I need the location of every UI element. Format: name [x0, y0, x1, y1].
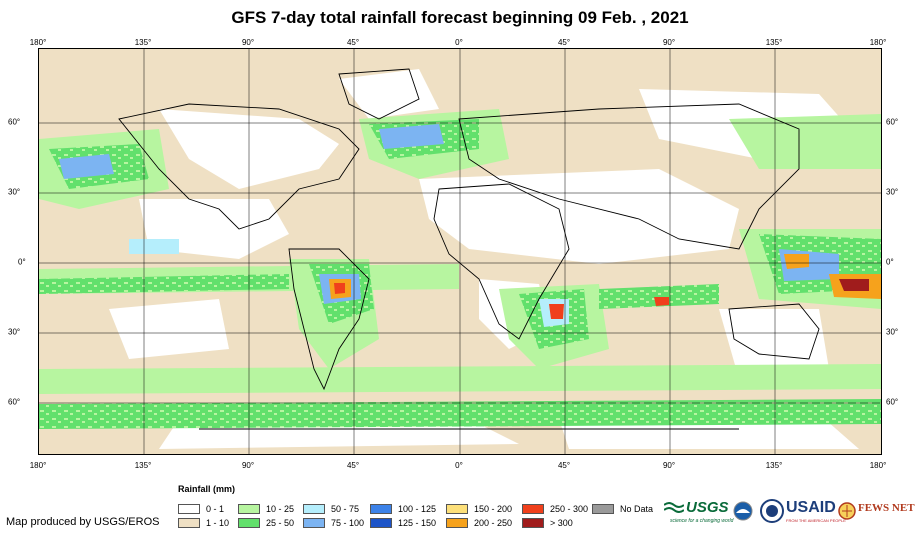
graticule	[39, 49, 881, 454]
legend-label: 125 - 150	[398, 518, 437, 528]
lon-tick-bottom: 0°	[455, 461, 463, 470]
lon-tick-bottom: 45°	[557, 461, 571, 470]
legend-swatch	[592, 504, 614, 514]
legend-label: 100 - 125	[398, 504, 437, 514]
lon-tick-top: 90°	[662, 38, 676, 47]
legend-label: 150 - 200	[474, 504, 513, 514]
lon-tick-top: 135°	[134, 38, 152, 47]
legend-swatch	[178, 518, 200, 528]
usgs-text: USGS	[686, 499, 729, 516]
legend-label: > 300	[550, 518, 573, 528]
fewsnet-text: FEWS NET	[858, 502, 915, 514]
lon-tick-top: 45°	[557, 38, 571, 47]
legend-swatch	[522, 504, 544, 514]
usgs-tagline: science for a changing world	[670, 518, 734, 524]
legend-swatch	[238, 518, 260, 528]
usgs-logo: USGS science for a changing world	[664, 497, 734, 529]
legend-label: 200 - 250	[474, 518, 513, 528]
lat-tick-right: 30°	[886, 327, 899, 337]
map-credit: Map produced by USGS/EROS	[6, 516, 160, 528]
legend-swatch	[238, 504, 260, 514]
legend-swatch	[446, 518, 468, 528]
usaid-text: USAID	[786, 499, 836, 516]
usaid-logo: USAID FROM THE AMERICAN PEOPLE	[760, 497, 846, 529]
lat-tick-left: 30°	[8, 327, 21, 337]
legend-swatch	[522, 518, 544, 528]
legend-label: 50 - 75	[331, 504, 360, 514]
legend-label: 0 - 1	[206, 504, 225, 514]
lon-tick-top: 180°	[869, 38, 887, 47]
noaa-icon	[733, 501, 753, 521]
legend-swatch	[303, 504, 325, 514]
rain-heavy-areas	[329, 254, 881, 319]
map-title: GFS 7-day total rainfall forecast beginn…	[231, 8, 689, 27]
lat-tick-left: 60°	[8, 397, 21, 407]
lon-tick-bottom: 135°	[765, 461, 783, 470]
lon-tick-top: 90°	[241, 38, 255, 47]
lat-tick-right: 60°	[886, 117, 899, 127]
legend-swatch	[303, 518, 325, 528]
legend-label: 10 - 25	[266, 504, 295, 514]
fewsnet-globe-icon	[838, 502, 856, 520]
usaid-tagline: FROM THE AMERICAN PEOPLE	[786, 518, 846, 523]
legend-label: 75 - 100	[331, 518, 365, 528]
fewsnet-logo: FEWS NET	[838, 497, 916, 529]
rainfall-map	[38, 48, 882, 455]
lat-tick-left: 60°	[8, 117, 21, 127]
lon-tick-bottom: 90°	[241, 461, 255, 470]
lon-tick-bottom: 45°	[346, 461, 360, 470]
legend-label: 250 - 300	[550, 504, 589, 514]
legend-swatch	[370, 518, 392, 528]
usaid-seal-icon	[760, 499, 784, 523]
lon-tick-top: 45°	[346, 38, 360, 47]
legend-swatch	[178, 504, 200, 514]
lat-tick-right: 0°	[886, 257, 894, 267]
lon-tick-top: 135°	[765, 38, 783, 47]
lat-tick-left: 30°	[8, 187, 21, 197]
lat-tick-right: 30°	[886, 187, 899, 197]
usgs-wave-icon	[664, 502, 684, 513]
legend-label: No Data	[620, 504, 654, 514]
lat-tick-left: 0°	[18, 257, 26, 267]
legend-label: 25 - 50	[266, 518, 295, 528]
noaa-logo	[733, 497, 755, 529]
world-map-svg	[39, 49, 881, 454]
legend-label: 1 - 10	[206, 518, 230, 528]
legend-swatch	[446, 504, 468, 514]
lon-tick-bottom: 180°	[29, 461, 47, 470]
lat-tick-right: 60°	[886, 397, 899, 407]
lon-tick-bottom: 180°	[869, 461, 887, 470]
lon-tick-top: 180°	[29, 38, 47, 47]
lon-tick-bottom: 135°	[134, 461, 152, 470]
rainfall-legend: Rainfall (mm) 0 - 1 1 - 10 10 - 25 25 - …	[178, 484, 678, 534]
lon-tick-bottom: 90°	[662, 461, 676, 470]
legend-title: Rainfall (mm)	[178, 484, 236, 494]
legend-swatch	[370, 504, 392, 514]
lon-tick-top: 0°	[455, 38, 463, 47]
